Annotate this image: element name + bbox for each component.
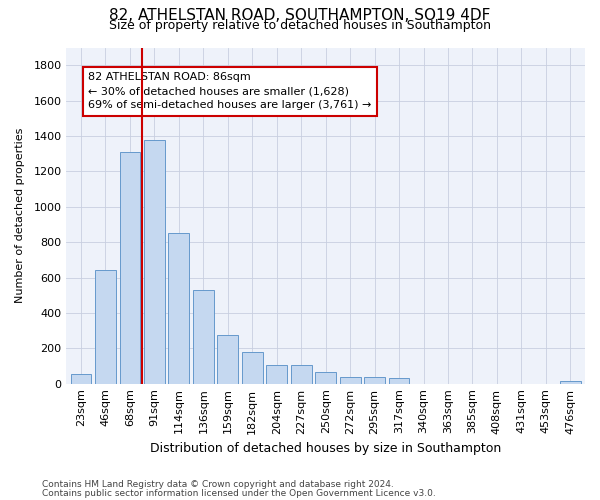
Bar: [266, 365, 287, 384]
Bar: [95, 270, 116, 384]
Bar: [217, 335, 238, 384]
Bar: [340, 377, 361, 384]
Y-axis label: Number of detached properties: Number of detached properties: [15, 128, 25, 304]
Text: 82 ATHELSTAN ROAD: 86sqm
← 30% of detached houses are smaller (1,628)
69% of sem: 82 ATHELSTAN ROAD: 86sqm ← 30% of detach…: [88, 72, 372, 110]
Bar: [144, 140, 165, 384]
Bar: [193, 290, 214, 384]
Bar: [242, 352, 263, 384]
Bar: [364, 377, 385, 384]
Bar: [560, 381, 581, 384]
Bar: [315, 372, 336, 384]
Text: 82, ATHELSTAN ROAD, SOUTHAMPTON, SO19 4DF: 82, ATHELSTAN ROAD, SOUTHAMPTON, SO19 4D…: [109, 8, 491, 22]
Bar: [169, 234, 189, 384]
Text: Size of property relative to detached houses in Southampton: Size of property relative to detached ho…: [109, 19, 491, 32]
X-axis label: Distribution of detached houses by size in Southampton: Distribution of detached houses by size …: [150, 442, 501, 455]
Text: Contains public sector information licensed under the Open Government Licence v3: Contains public sector information licen…: [42, 488, 436, 498]
Bar: [389, 378, 409, 384]
Text: Contains HM Land Registry data © Crown copyright and database right 2024.: Contains HM Land Registry data © Crown c…: [42, 480, 394, 489]
Bar: [119, 152, 140, 384]
Bar: [291, 365, 311, 384]
Bar: [71, 374, 91, 384]
